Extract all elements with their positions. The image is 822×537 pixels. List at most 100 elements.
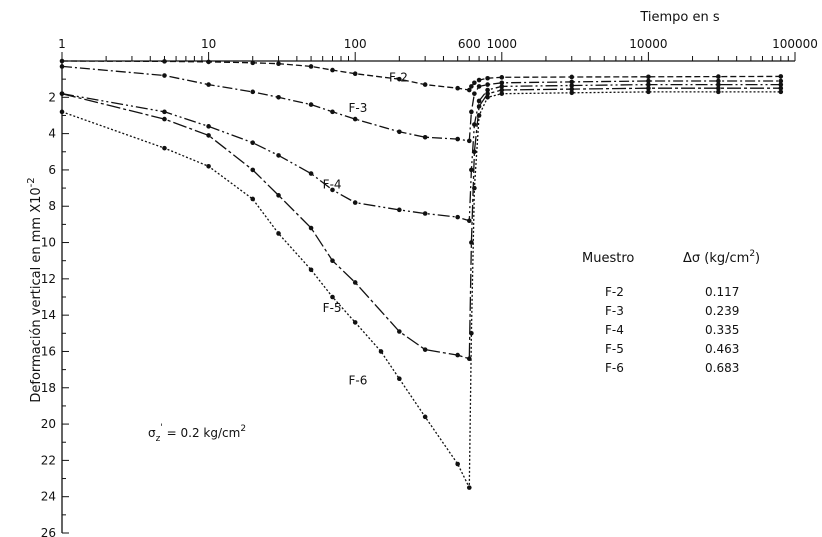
data-point xyxy=(569,90,575,96)
data-point xyxy=(778,78,784,84)
data-point xyxy=(476,77,482,83)
data-point xyxy=(206,82,211,87)
labels: F-2 F-3 F-4 F-5 F-6 xyxy=(323,70,408,387)
series-line-f-2 xyxy=(61,60,781,91)
data-point xyxy=(352,116,358,122)
y-tick-label: 6 xyxy=(48,163,56,177)
data-point xyxy=(472,122,477,127)
data-point xyxy=(250,140,256,145)
data-point xyxy=(162,59,167,64)
data-point xyxy=(352,280,358,285)
data-point xyxy=(778,82,784,87)
series-line-f-4 xyxy=(61,83,781,222)
x-tick-label: 600 xyxy=(458,37,481,51)
data-point xyxy=(646,74,651,80)
data-point xyxy=(330,109,335,115)
x-tick-label: 100000 xyxy=(772,37,818,51)
data-point xyxy=(476,98,482,104)
series-label-f-6: F-6 xyxy=(348,374,367,388)
series-label-f-3: F-3 xyxy=(348,101,367,115)
data-point xyxy=(378,349,384,354)
series-line-f-6 xyxy=(61,91,781,488)
y-tick-label: 18 xyxy=(41,381,56,395)
legend-header-delta: Δσ (kg/cm2) xyxy=(683,249,760,266)
legend-delta-value: 0.117 xyxy=(705,285,739,299)
data-point xyxy=(352,71,358,77)
data-point xyxy=(276,153,281,158)
series-label-f-5: F-5 xyxy=(323,301,342,315)
data-point xyxy=(308,171,314,176)
data-point xyxy=(469,240,474,245)
data-point xyxy=(162,145,167,151)
data-point xyxy=(250,196,256,202)
data-point xyxy=(485,75,490,81)
data-point xyxy=(206,163,211,169)
y-tick-label: 20 xyxy=(41,417,56,431)
data-point xyxy=(778,85,784,91)
data-point xyxy=(250,89,256,95)
y-tick-label: 10 xyxy=(41,236,56,250)
data-point xyxy=(330,258,335,263)
data-point xyxy=(499,80,505,86)
sigma-prime: ' xyxy=(160,423,162,433)
y-tick-label: 26 xyxy=(41,526,56,537)
data-point xyxy=(308,102,314,107)
x-tick-label: 1 xyxy=(58,37,66,51)
data-point xyxy=(206,124,211,129)
data-point xyxy=(469,331,474,336)
data-point xyxy=(569,83,575,88)
y-tick-label: 16 xyxy=(41,344,56,358)
data-point xyxy=(206,59,211,65)
data-point xyxy=(422,347,428,352)
legend-delta-value: 0.683 xyxy=(705,361,739,375)
data-point xyxy=(397,76,402,82)
data-point xyxy=(162,73,167,78)
series-line-f-3 xyxy=(61,65,781,142)
data-point xyxy=(352,200,358,205)
curves xyxy=(59,58,784,490)
data-point xyxy=(476,84,482,89)
y-tick-label: 24 xyxy=(41,490,56,504)
data-point xyxy=(397,129,402,135)
legend-sample-name: F-3 xyxy=(605,304,624,318)
data-point xyxy=(397,376,402,381)
data-point xyxy=(469,167,474,173)
data-point xyxy=(422,414,428,420)
data-point xyxy=(646,82,651,87)
data-point xyxy=(472,91,477,96)
legend-sample-name: F-2 xyxy=(605,285,624,299)
data-point xyxy=(569,74,575,80)
legend-sample-name: F-6 xyxy=(605,361,624,375)
data-point xyxy=(472,185,477,191)
data-point xyxy=(646,78,651,84)
annotation-text: = 0.2 kg/cm xyxy=(163,426,240,440)
data-point xyxy=(499,91,505,96)
data-point xyxy=(59,64,65,69)
svg-text:σz' = 0.2 kg/cm2: σz' = 0.2 kg/cm2 xyxy=(148,423,246,444)
annotation-exponent: 2 xyxy=(240,424,246,434)
series-line-f-5 xyxy=(61,87,781,360)
data-point xyxy=(422,82,428,87)
data-point xyxy=(330,294,335,300)
data-point xyxy=(469,109,474,115)
y-tick-label: 12 xyxy=(41,272,56,286)
data-point xyxy=(499,75,505,80)
data-point xyxy=(646,85,651,91)
data-point xyxy=(569,86,575,92)
y-tick-label: 4 xyxy=(48,127,56,141)
data-point xyxy=(466,218,472,224)
series-label-f-2: F-2 xyxy=(389,70,408,84)
data-point xyxy=(716,89,721,95)
sigma-symbol: σ xyxy=(148,426,156,440)
data-point xyxy=(206,133,211,138)
y-tick-label: 8 xyxy=(48,199,56,213)
y-tick-label: 14 xyxy=(41,308,56,322)
legend-table: Muestro Δσ (kg/cm2) F-2 0.117 F-3 0.239 F-4 0… xyxy=(582,249,760,375)
data-point xyxy=(466,87,472,93)
data-point xyxy=(469,84,474,89)
data-point xyxy=(476,113,482,118)
data-point xyxy=(397,207,402,213)
y-axis-label: Deformación vertical en mm X10-2 xyxy=(26,177,44,402)
x-tick-label: 100 xyxy=(344,37,367,51)
